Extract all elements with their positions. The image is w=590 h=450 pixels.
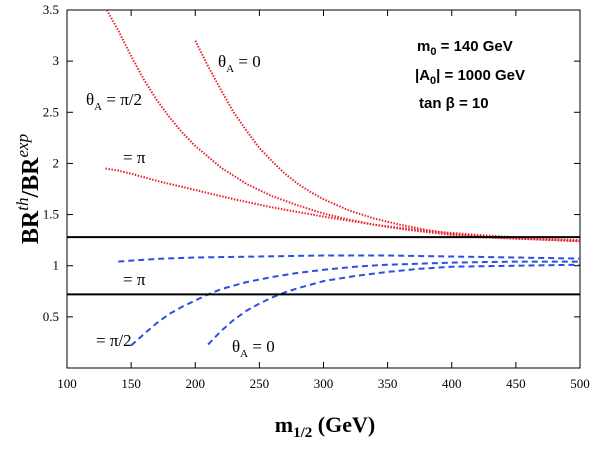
param-a0: |A0| = 1000 GeV <box>415 67 525 87</box>
anno-theta-0-red: θA = 0 <box>218 52 261 75</box>
parameter-legend: m0 = 140 GeV |A0| = 1000 GeV tan β = 10 <box>415 38 525 112</box>
y-tick-label: 2 <box>53 155 60 170</box>
y-tick-label: 0.5 <box>43 309 59 324</box>
blue-dashed-curve-5 <box>207 263 580 346</box>
x-tick-label: 500 <box>570 376 590 391</box>
bound-lines <box>67 236 580 296</box>
y-tick-label: 3 <box>53 53 60 68</box>
x-tick-label: 300 <box>314 376 334 391</box>
x-tick-label: 200 <box>186 376 206 391</box>
y-tick-label: 1.5 <box>43 207 59 222</box>
y-tick-label: 2.5 <box>43 104 59 119</box>
plot-area <box>66 9 581 369</box>
anno-theta-0-blue: θA = 0 <box>232 337 275 360</box>
blue-dashed-curve-3 <box>118 254 580 263</box>
x-tick-label: 350 <box>378 376 398 391</box>
anno-pi-red: = π <box>123 148 146 167</box>
param-tanb: tan β = 10 <box>419 95 489 112</box>
y-tick-label: 1 <box>53 258 60 273</box>
x-tick-label: 100 <box>57 376 77 391</box>
x-tick-label: 400 <box>442 376 462 391</box>
blue-dashed-curve-4 <box>130 260 580 347</box>
red-dotted-curve-2 <box>105 167 580 242</box>
x-tick-label: 150 <box>121 376 141 391</box>
x-tick-label: 450 <box>506 376 526 391</box>
param-m0: m0 = 140 GeV <box>417 38 513 58</box>
y-tick-label: 3.5 <box>43 2 59 17</box>
anno-theta-pi2: θA = π/2 <box>86 90 142 113</box>
ticks: 100 150 200 250 300 350 400 450 500 0.5 1 1.5 2 2.5 3 3… <box>43 2 590 391</box>
y-axis-label: BRth/BRexp <box>13 134 44 244</box>
x-tick-label: 250 <box>250 376 270 391</box>
x-axis-label: m1/2 (GeV) <box>275 412 375 441</box>
plot-frame <box>66 9 581 369</box>
anno-pi2-blue: = π/2 <box>96 331 132 350</box>
anno-pi-blue: = π <box>123 270 146 289</box>
